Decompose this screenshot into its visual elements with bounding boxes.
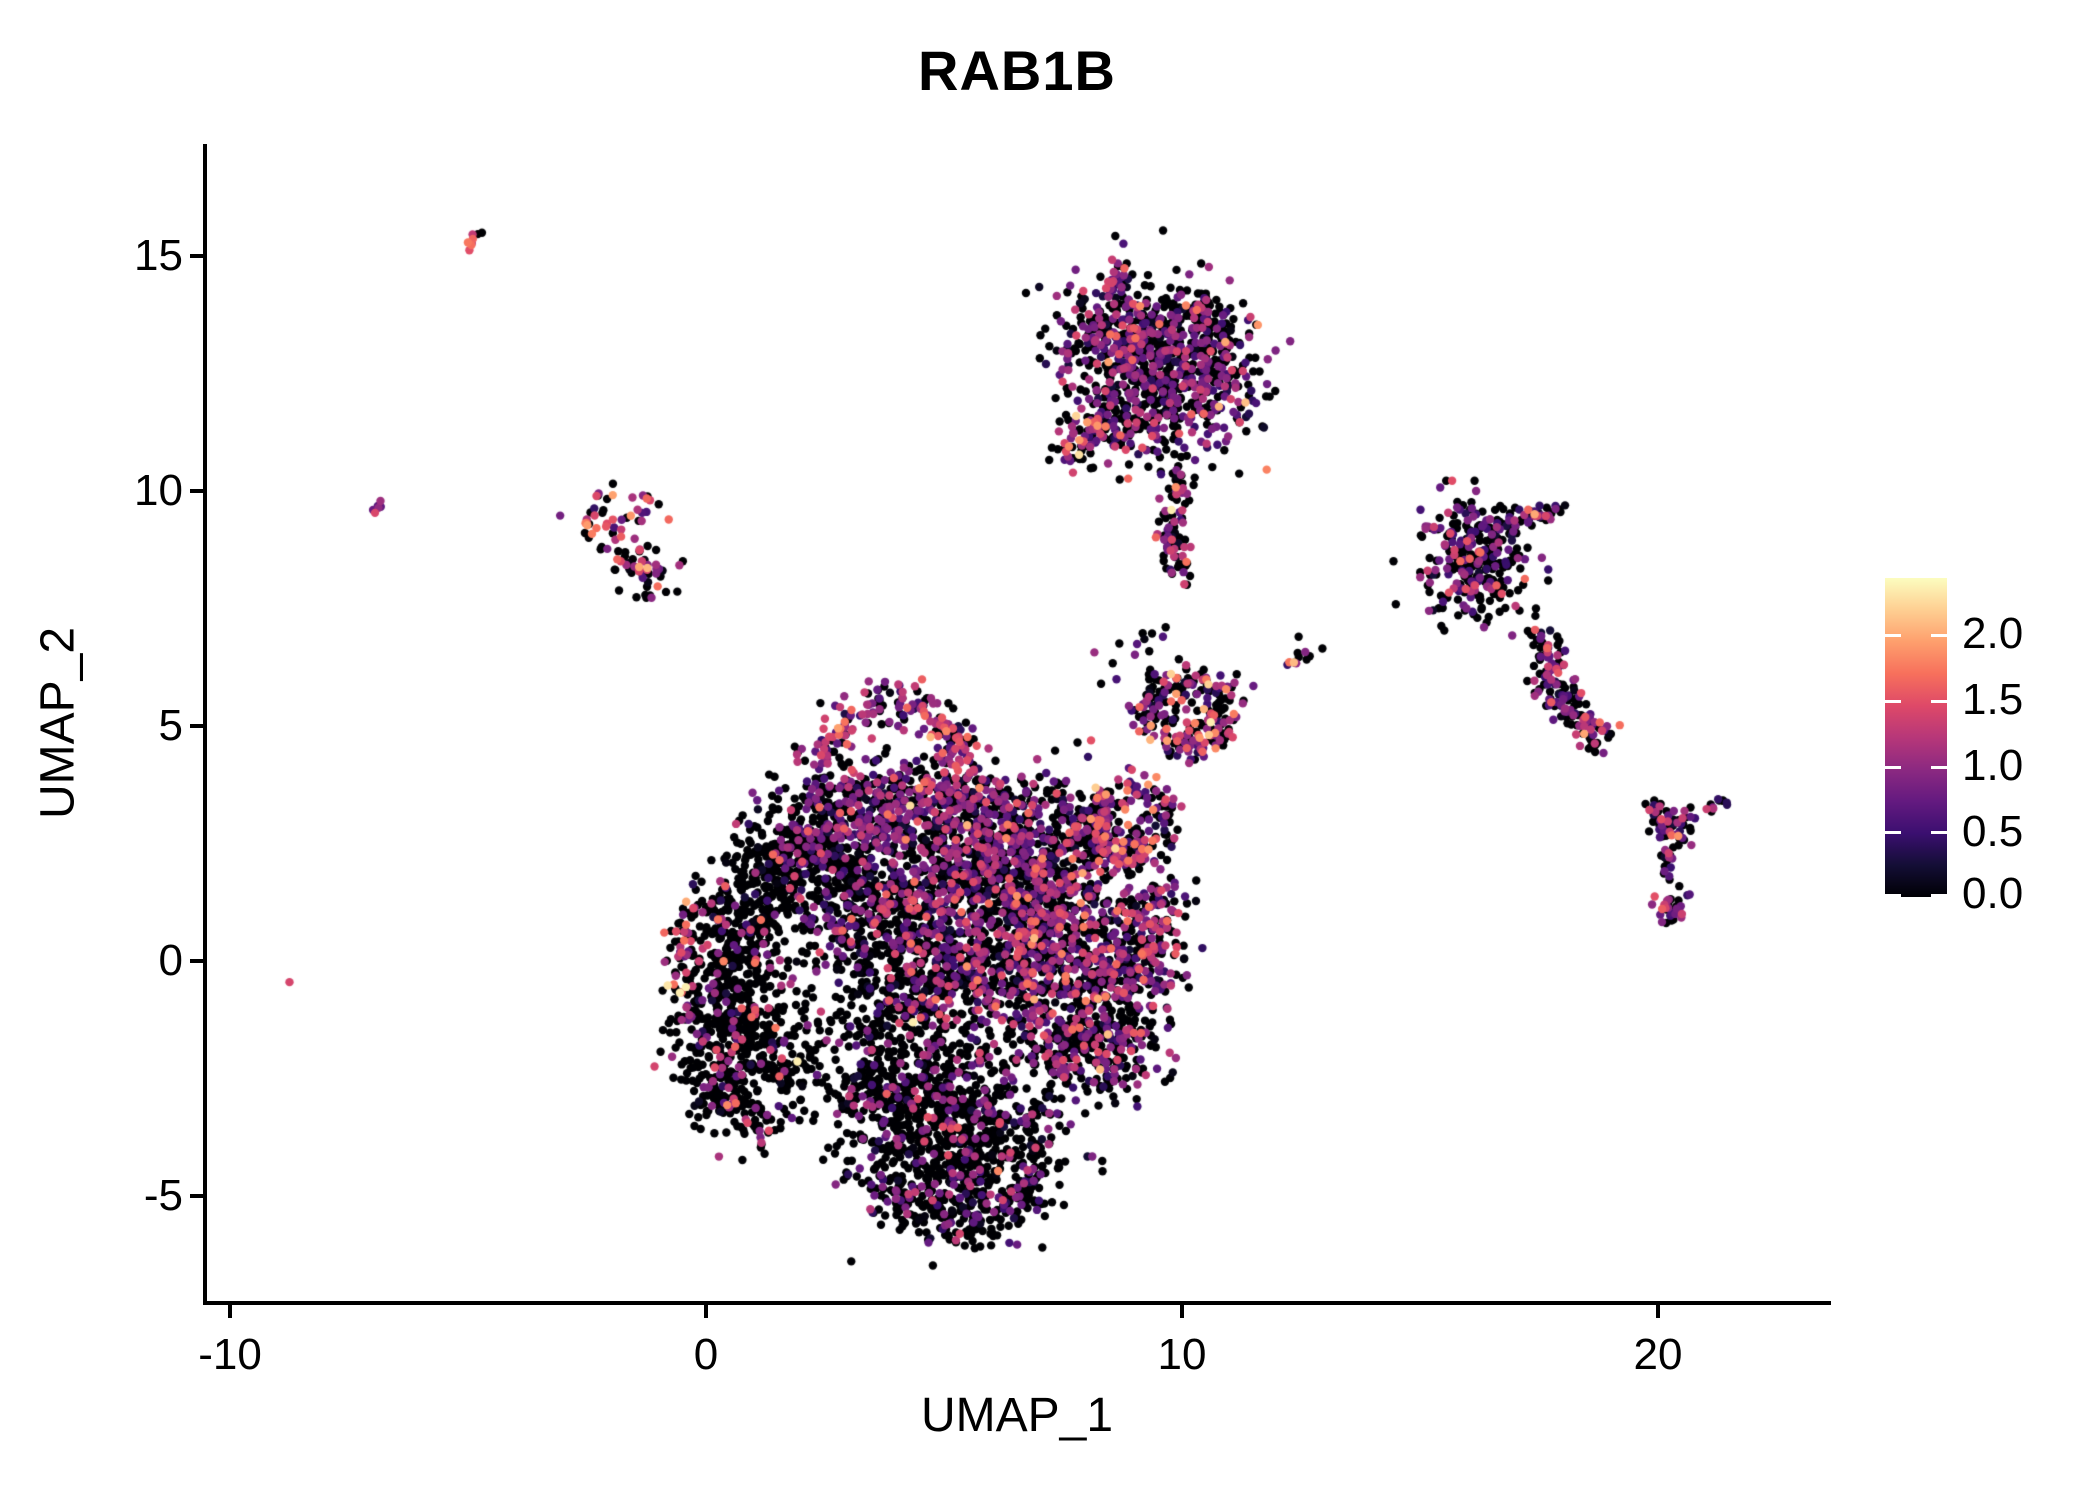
x-tick-mark (228, 1305, 232, 1318)
colorbar-label: 2.0 (1962, 609, 2024, 658)
y-axis-title: UMAP_2 (31, 626, 85, 820)
y-tick-mark (190, 724, 203, 728)
x-tick-mark (1180, 1305, 1184, 1318)
colorbar-tick-dash (1885, 894, 1901, 897)
colorbar-tick-dash (1885, 766, 1901, 769)
y-tick-mark (190, 254, 203, 258)
x-tick-label: 0 (693, 1330, 719, 1379)
y-tick-label: 5 (158, 701, 183, 750)
colorbar-label: 1.5 (1962, 675, 2024, 724)
x-axis-title: UMAP_1 (920, 1389, 1114, 1442)
colorbar-tick-dash (1885, 634, 1901, 637)
colorbar-tick-dash (1931, 700, 1947, 703)
colorbar-tick-dash (1885, 831, 1901, 834)
y-tick-mark (190, 1194, 203, 1198)
x-tick-label: 20 (1633, 1330, 1683, 1379)
colorbar-gradient (1885, 578, 1947, 897)
colorbar-label: 1.0 (1962, 741, 2024, 790)
x-axis-line (203, 1301, 1831, 1305)
x-tick-label: -10 (198, 1330, 262, 1379)
x-tick-mark (704, 1305, 708, 1318)
colorbar-tick-dash (1931, 766, 1947, 769)
colorbar-tick-dash (1931, 894, 1947, 897)
colorbar-tick-dash (1885, 700, 1901, 703)
y-tick-label: 10 (134, 466, 183, 515)
y-tick-mark (190, 489, 203, 493)
colorbar-label: 0.5 (1962, 807, 2024, 856)
y-tick-label: 0 (158, 936, 183, 985)
colorbar-label: 0.0 (1962, 869, 2024, 918)
colorbar-tick-dash (1931, 634, 1947, 637)
y-tick-mark (190, 959, 203, 963)
x-tick-label: 10 (1157, 1330, 1207, 1379)
y-tick-label: -5 (143, 1171, 183, 1220)
plot-title: RAB1B (918, 39, 1116, 102)
colorbar-tick-dash (1931, 831, 1947, 834)
y-axis-line (203, 144, 207, 1305)
x-tick-mark (1656, 1305, 1660, 1318)
y-tick-label: 15 (134, 231, 183, 280)
